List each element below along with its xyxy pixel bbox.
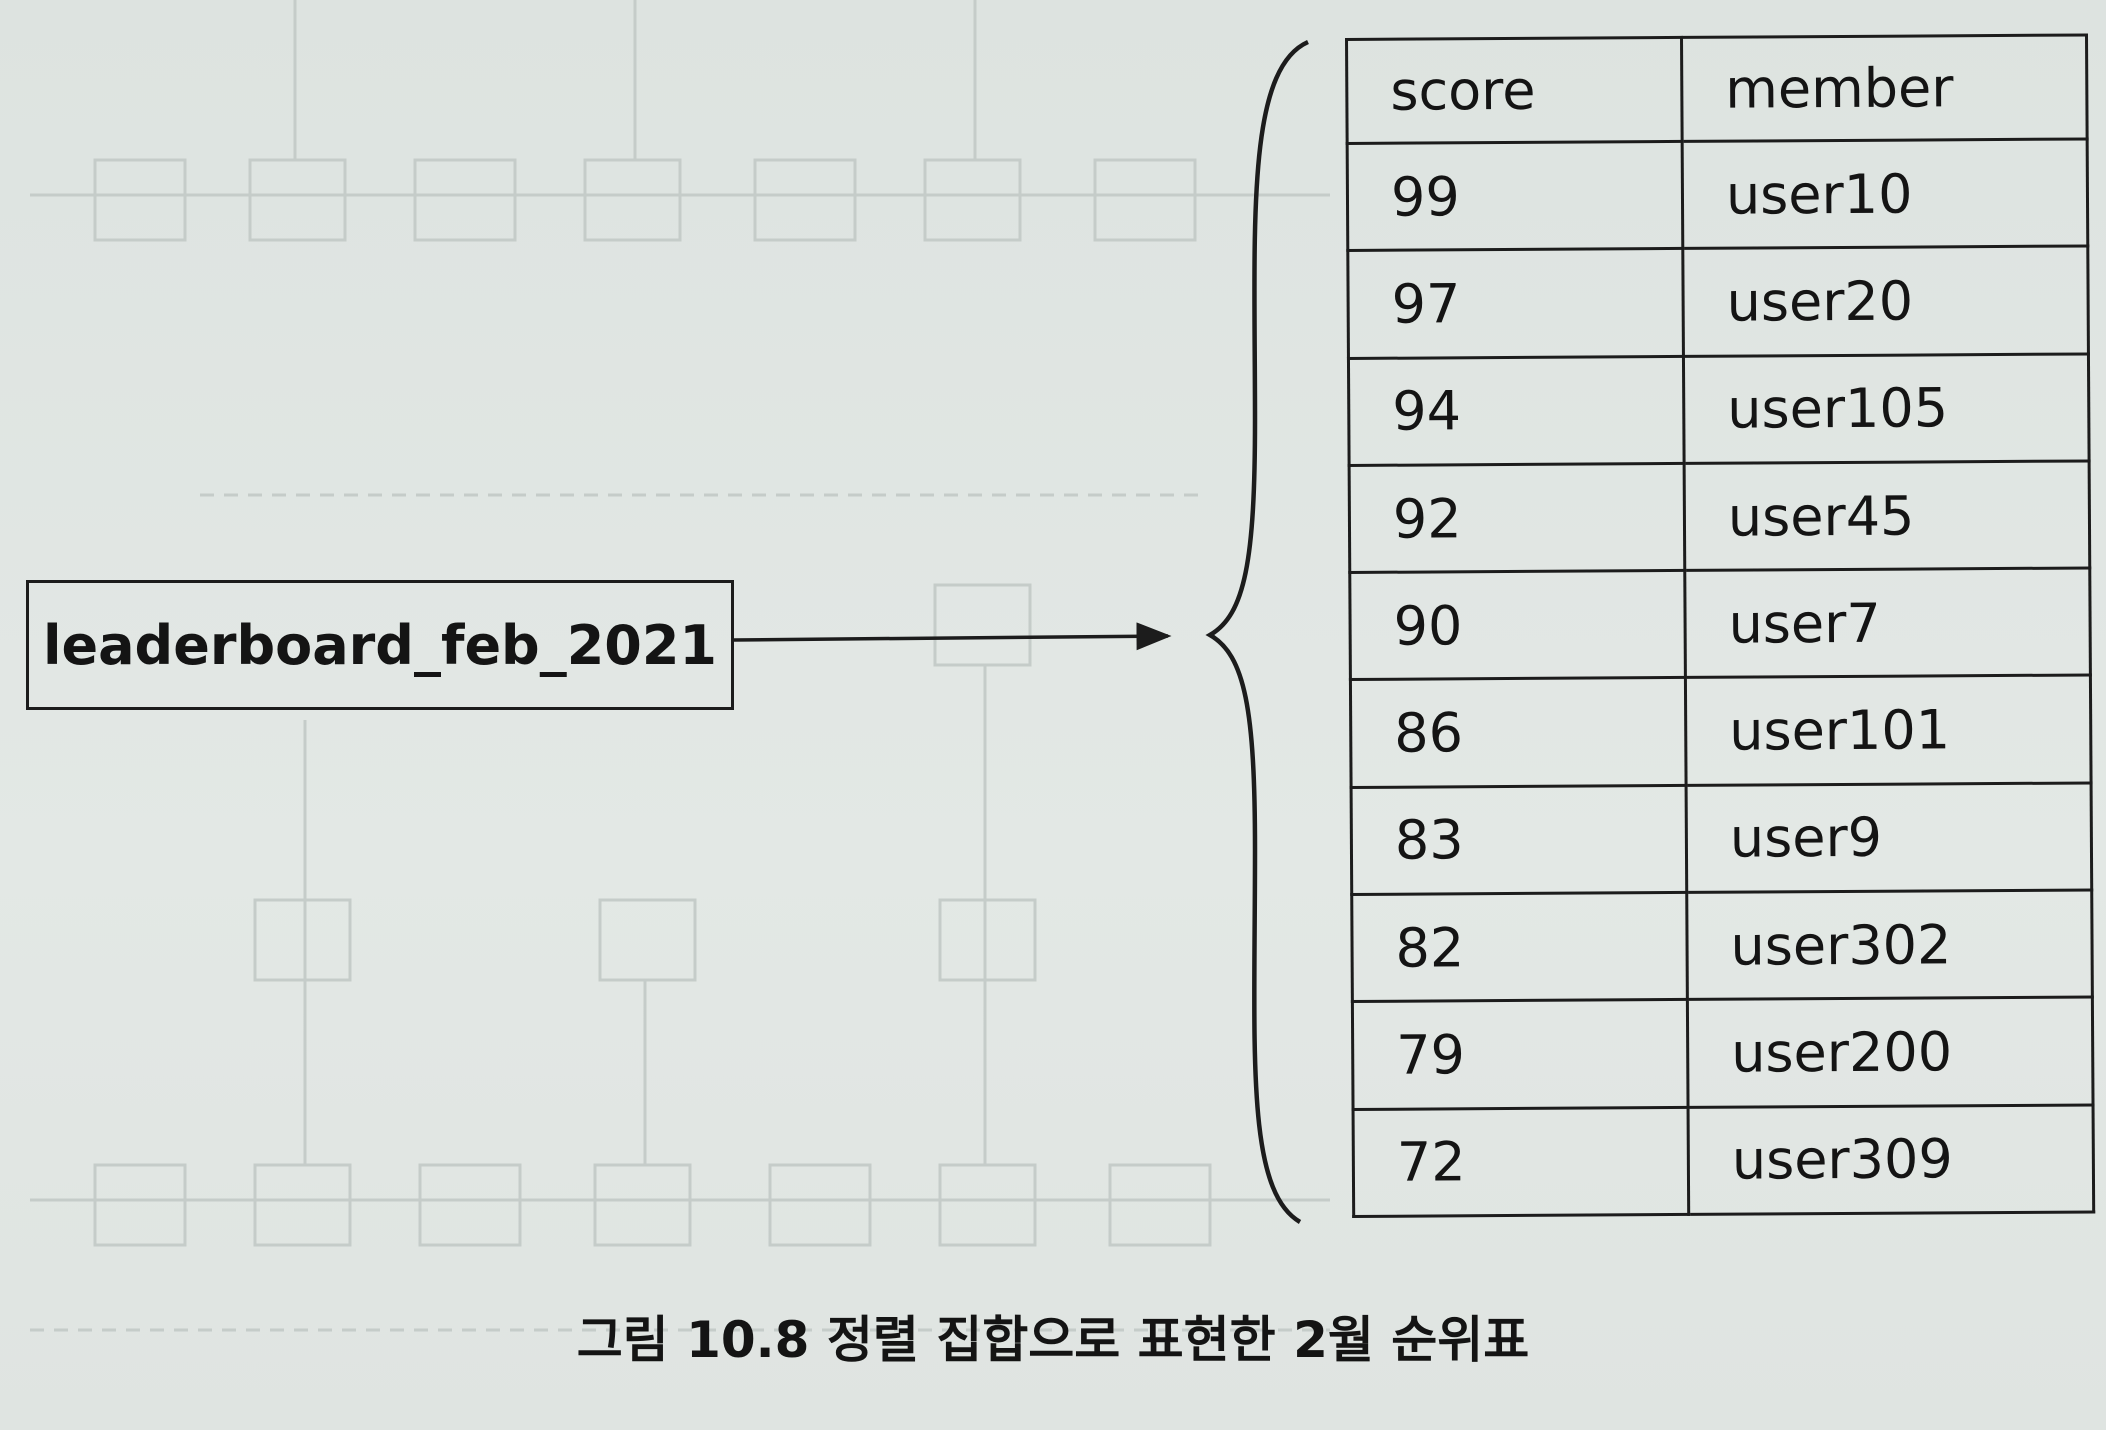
member-cell: user309 bbox=[1688, 1104, 2094, 1215]
member-cell: user20 bbox=[1682, 246, 2089, 357]
table-row: 83 user9 bbox=[1351, 782, 2092, 895]
member-cell: user302 bbox=[1686, 890, 2093, 1000]
key-arrow bbox=[733, 622, 1172, 651]
table-row: 90 user7 bbox=[1349, 568, 2091, 680]
score-cell: 90 bbox=[1349, 570, 1686, 680]
member-cell: user9 bbox=[1686, 782, 2092, 893]
set-curly-brace bbox=[1205, 39, 1309, 1224]
score-cell: 82 bbox=[1351, 892, 1688, 1002]
member-column-header: member bbox=[1681, 34, 2088, 142]
score-cell: 86 bbox=[1350, 677, 1687, 788]
table-row: 79 user200 bbox=[1352, 997, 2094, 1110]
table-row: 86 user101 bbox=[1350, 675, 2092, 788]
sorted-set-table: score member 99 user10 97 user20 94 user… bbox=[1345, 33, 2095, 1218]
member-cell: user200 bbox=[1687, 997, 2094, 1108]
member-cell: user105 bbox=[1683, 353, 2090, 464]
score-cell: 97 bbox=[1347, 248, 1684, 359]
score-cell: 72 bbox=[1353, 1107, 1689, 1217]
table-row: 92 user45 bbox=[1349, 460, 2090, 573]
table-row: 99 user10 bbox=[1347, 138, 2088, 251]
table-header-row: score member bbox=[1346, 34, 2088, 144]
score-cell: 83 bbox=[1351, 785, 1687, 895]
table-row: 72 user309 bbox=[1353, 1104, 2094, 1217]
score-cell: 92 bbox=[1349, 463, 1685, 573]
score-cell: 99 bbox=[1347, 141, 1683, 251]
table-row: 94 user105 bbox=[1348, 353, 2090, 466]
table-row: 82 user302 bbox=[1351, 890, 2093, 1002]
sorted-set-key-label: leaderboard_feb_2021 bbox=[42, 613, 718, 677]
score-cell: 79 bbox=[1352, 999, 1689, 1110]
table-row: 97 user20 bbox=[1347, 246, 2089, 359]
score-column-header: score bbox=[1346, 37, 1683, 144]
member-cell: user45 bbox=[1684, 460, 2090, 571]
member-cell: user10 bbox=[1682, 138, 2088, 249]
score-cell: 94 bbox=[1348, 356, 1685, 466]
member-cell: user7 bbox=[1684, 568, 2091, 678]
sorted-set-key-box: leaderboard_feb_2021 bbox=[26, 580, 734, 710]
member-cell: user101 bbox=[1685, 675, 2092, 786]
figure-caption: 그림 10.8 정렬 집합으로 표현한 2월 순위표 bbox=[576, 1311, 1530, 1369]
